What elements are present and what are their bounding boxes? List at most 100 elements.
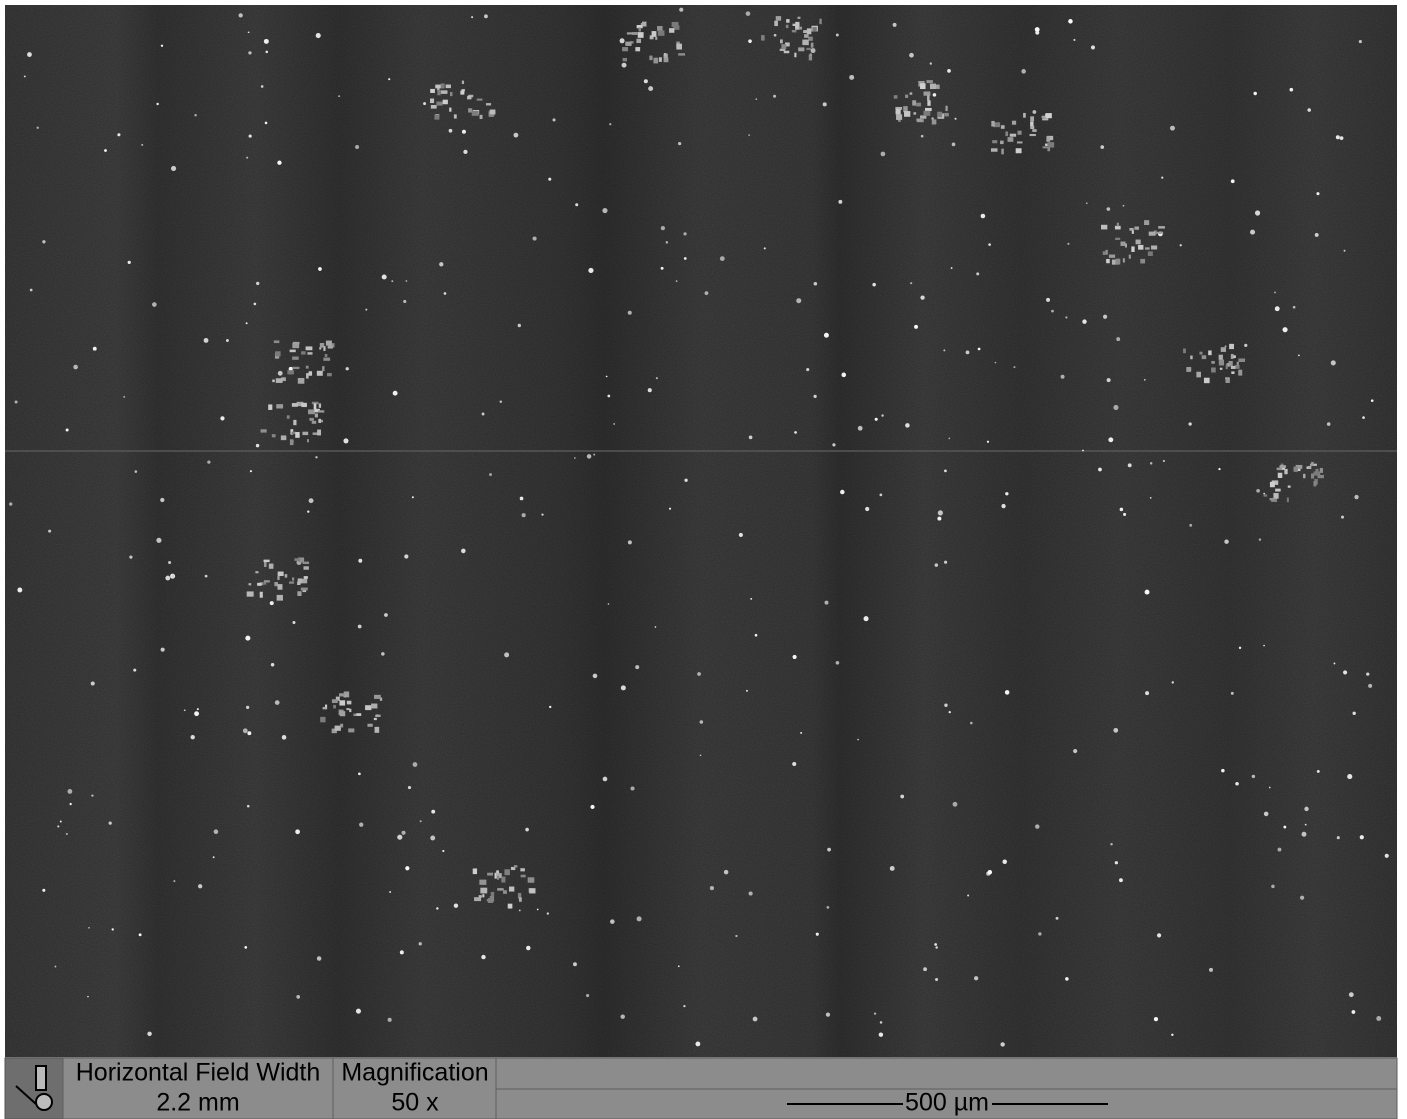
- particle-cluster: [430, 99, 434, 104]
- particle: [637, 916, 642, 921]
- particle-cluster: [652, 31, 657, 37]
- particle-cluster: [449, 108, 451, 112]
- particle-cluster: [927, 95, 930, 100]
- particle: [1368, 684, 1372, 688]
- particle-cluster: [260, 429, 266, 432]
- particle-cluster: [1030, 116, 1034, 121]
- particle: [1068, 19, 1073, 24]
- particle-cluster: [323, 358, 330, 361]
- particle-cluster: [276, 404, 283, 408]
- particle: [930, 62, 932, 64]
- particle: [139, 933, 142, 936]
- particle-cluster: [1273, 493, 1278, 499]
- particle: [655, 626, 657, 628]
- particle: [879, 1032, 883, 1036]
- particle: [248, 51, 251, 54]
- particle: [621, 685, 626, 690]
- particle: [226, 339, 229, 342]
- particle-cluster: [272, 380, 275, 383]
- particle-cluster: [920, 115, 926, 118]
- particle: [1331, 360, 1336, 365]
- particle: [935, 978, 938, 981]
- particle: [1221, 769, 1224, 772]
- particle: [244, 946, 247, 949]
- particle: [1225, 345, 1227, 347]
- particle-cluster: [991, 121, 994, 127]
- particle-cluster: [302, 432, 308, 435]
- particle: [978, 348, 981, 351]
- particle: [338, 95, 340, 97]
- particle: [697, 672, 701, 676]
- particle: [42, 889, 45, 892]
- particle: [1161, 176, 1163, 178]
- particle: [1289, 88, 1293, 92]
- particle: [30, 289, 33, 292]
- particle: [988, 870, 992, 874]
- particle: [1209, 968, 1213, 972]
- particle-cluster: [1101, 225, 1107, 230]
- particle: [403, 300, 406, 303]
- particle-cluster: [290, 350, 296, 353]
- particle: [981, 214, 986, 219]
- sem-image: [5, 5, 1397, 1057]
- magnification-label: Magnification: [341, 1059, 488, 1087]
- particle: [141, 144, 143, 146]
- particle: [91, 682, 95, 686]
- particle: [250, 470, 252, 472]
- particle-cluster: [1288, 485, 1291, 487]
- particle-cluster: [269, 564, 274, 569]
- particle-cluster: [479, 880, 486, 885]
- particle: [1278, 848, 1282, 852]
- particle: [794, 431, 797, 434]
- particle: [93, 347, 97, 351]
- particle: [123, 396, 125, 398]
- particle-cluster: [339, 693, 345, 696]
- particle-cluster: [249, 583, 252, 585]
- particle: [1098, 468, 1102, 472]
- particle: [254, 303, 257, 306]
- particle: [910, 282, 912, 284]
- particle: [1343, 670, 1347, 674]
- particle: [439, 262, 443, 266]
- particle: [355, 145, 359, 149]
- particle: [923, 967, 927, 971]
- particle: [389, 891, 391, 893]
- particle: [914, 325, 918, 329]
- particle-cluster: [930, 84, 936, 89]
- particle-cluster: [276, 378, 283, 383]
- particle: [1259, 538, 1261, 540]
- particle: [112, 928, 114, 930]
- particle-cluster: [474, 897, 481, 901]
- particle: [881, 152, 886, 157]
- particle: [720, 256, 725, 261]
- particle: [246, 157, 248, 159]
- particle-cluster: [436, 102, 442, 106]
- particle-cluster: [1046, 136, 1050, 141]
- particle: [954, 118, 956, 120]
- particle: [656, 377, 658, 379]
- particle: [1170, 126, 1175, 131]
- particle-cluster: [1144, 220, 1149, 225]
- particle: [1275, 306, 1280, 311]
- particle: [1366, 672, 1369, 675]
- particle: [603, 777, 608, 782]
- particle: [171, 166, 176, 171]
- particle: [966, 350, 970, 354]
- particle-cluster: [482, 894, 484, 897]
- particle-cluster: [806, 48, 811, 50]
- particle: [318, 267, 322, 271]
- particle: [823, 102, 827, 106]
- particle-cluster: [1145, 247, 1150, 249]
- particle: [135, 470, 138, 473]
- particle-cluster: [786, 19, 789, 23]
- particle-cluster: [1308, 466, 1311, 469]
- particle: [593, 454, 595, 456]
- particle-cluster: [437, 90, 440, 95]
- particle-cluster: [991, 148, 998, 151]
- particle-cluster: [325, 354, 328, 357]
- particle: [1107, 378, 1111, 382]
- particle-cluster: [1131, 246, 1134, 252]
- particle-cluster: [322, 366, 324, 371]
- particle-cluster: [504, 869, 509, 875]
- particle-cluster: [309, 371, 312, 375]
